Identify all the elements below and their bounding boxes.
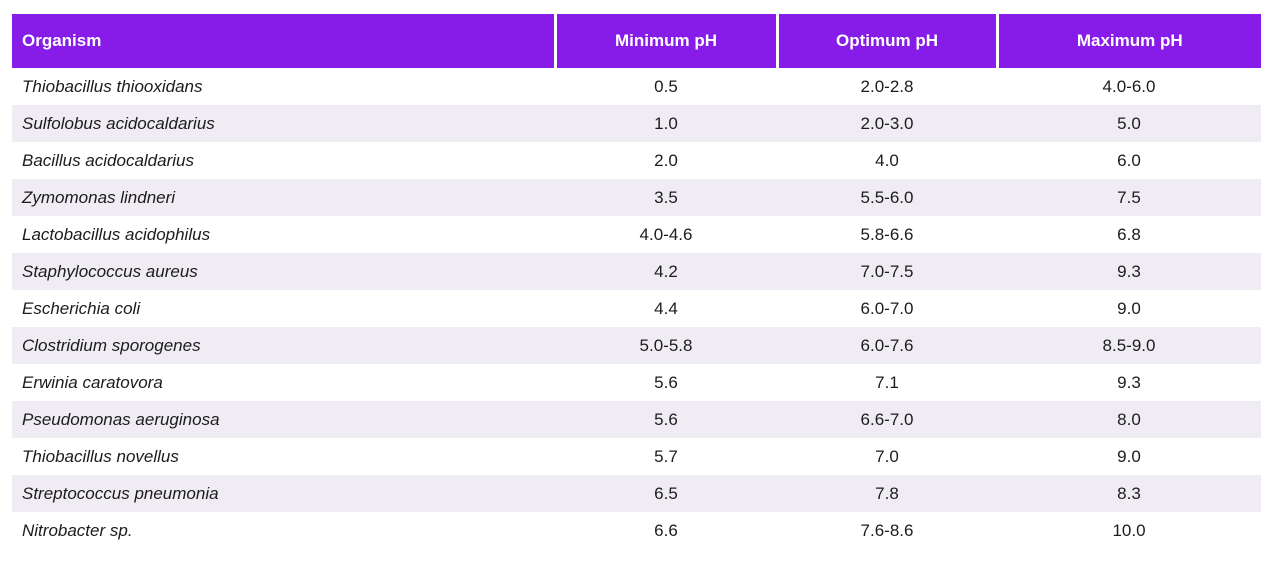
organism-name: Sulfolobus acidocaldarius [22, 113, 215, 133]
organism-name: Erwinia caratovora [22, 372, 163, 392]
minimum-ph-value: 5.0-5.8 [639, 335, 693, 355]
organism-name: Staphylococcus aureus [22, 261, 198, 281]
table-row: Nitrobacter sp. 6.6 7.6-8.6 10.0 [12, 512, 1261, 549]
organism-ph-table: Organism Minimum pH Optimum pH Maximum p… [12, 14, 1261, 549]
table-row: Thiobacillus novellus 5.7 7.0 9.0 [12, 438, 1261, 475]
minimum-ph-value: 3.5 [654, 187, 678, 207]
minimum-ph-value: 2.0 [654, 150, 678, 170]
optimum-ph-value: 5.5-6.0 [860, 187, 914, 207]
maximum-ph-value: 5.0 [1117, 113, 1141, 133]
maximum-ph-value: 6.8 [1117, 224, 1141, 244]
table-row: Pseudomonas aeruginosa 5.6 6.6-7.0 8.0 [12, 401, 1261, 438]
minimum-ph-value: 4.4 [654, 298, 678, 318]
organism-name: Pseudomonas aeruginosa [22, 409, 220, 429]
optimum-ph-value: 7.6-8.6 [860, 520, 914, 540]
table-row: Clostridium sporogenes 5.0-5.8 6.0-7.6 8… [12, 327, 1261, 364]
table-row: Sulfolobus acidocaldarius 1.0 2.0-3.0 5.… [12, 105, 1261, 142]
optimum-ph-value: 6.0-7.6 [860, 335, 914, 355]
optimum-ph-value: 7.8 [875, 483, 899, 503]
organism-name: Lactobacillus acidophilus [22, 224, 211, 244]
table-row: Zymomonas lindneri 3.5 5.5-6.0 7.5 [12, 179, 1261, 216]
column-header-organism: Organism [12, 14, 555, 68]
organism-name: Escherichia coli [22, 298, 141, 318]
organism-name: Thiobacillus novellus [22, 446, 179, 466]
maximum-ph-value: 8.0 [1117, 409, 1141, 429]
header-row: Organism Minimum pH Optimum pH Maximum p… [12, 14, 1261, 68]
maximum-ph-value: 9.3 [1117, 261, 1141, 281]
organism-name: Thiobacillus thiooxidans [22, 76, 203, 96]
minimum-ph-value: 6.5 [654, 483, 678, 503]
organism-name: Streptococcus pneumonia [22, 483, 219, 503]
optimum-ph-value: 7.0-7.5 [860, 261, 914, 281]
maximum-ph-value: 9.0 [1117, 446, 1141, 466]
column-header-optimum-ph: Optimum pH [775, 14, 997, 68]
maximum-ph-value: 9.3 [1117, 372, 1141, 392]
table-row: Streptococcus pneumonia 6.5 7.8 8.3 [12, 475, 1261, 512]
organism-name: Zymomonas lindneri [22, 187, 176, 207]
maximum-ph-value: 8.3 [1117, 483, 1141, 503]
minimum-ph-value: 4.0-4.6 [639, 224, 693, 244]
table-row: Erwinia caratovora 5.6 7.1 9.3 [12, 364, 1261, 401]
optimum-ph-value: 2.0-2.8 [860, 76, 914, 96]
minimum-ph-value: 0.5 [654, 76, 678, 96]
table-row: Thiobacillus thiooxidans 0.5 2.0-2.8 4.0… [12, 68, 1261, 105]
column-header-maximum-ph: Maximum pH [995, 14, 1261, 68]
minimum-ph-value: 5.6 [654, 372, 678, 392]
table-row: Bacillus acidocaldarius 2.0 4.0 6.0 [12, 142, 1261, 179]
column-header-minimum-ph: Minimum pH [553, 14, 777, 68]
maximum-ph-value: 6.0 [1117, 150, 1141, 170]
table-row: Lactobacillus acidophilus 4.0-4.6 5.8-6.… [12, 216, 1261, 253]
optimum-ph-value: 5.8-6.6 [860, 224, 914, 244]
page: Organism Minimum pH Optimum pH Maximum p… [12, 14, 1261, 549]
optimum-ph-value: 4.0 [875, 150, 899, 170]
organism-name: Bacillus acidocaldarius [22, 150, 194, 170]
optimum-ph-value: 7.1 [875, 372, 899, 392]
minimum-ph-value: 5.7 [654, 446, 678, 466]
optimum-ph-value: 2.0-3.0 [860, 113, 914, 133]
minimum-ph-value: 4.2 [654, 261, 678, 281]
maximum-ph-value: 8.5-9.0 [1102, 335, 1156, 355]
maximum-ph-value: 10.0 [1112, 520, 1146, 540]
organism-name: Nitrobacter sp. [22, 520, 133, 540]
optimum-ph-value: 6.6-7.0 [860, 409, 914, 429]
minimum-ph-value: 5.6 [654, 409, 678, 429]
table-row: Escherichia coli 4.4 6.0-7.0 9.0 [12, 290, 1261, 327]
maximum-ph-value: 7.5 [1117, 187, 1141, 207]
minimum-ph-value: 1.0 [654, 113, 678, 133]
maximum-ph-value: 4.0-6.0 [1102, 76, 1156, 96]
minimum-ph-value: 6.6 [654, 520, 678, 540]
organism-name: Clostridium sporogenes [22, 335, 201, 355]
table-body: Thiobacillus thiooxidans 0.5 2.0-2.8 4.0… [12, 68, 1261, 549]
optimum-ph-value: 6.0-7.0 [860, 298, 914, 318]
maximum-ph-value: 9.0 [1117, 298, 1141, 318]
table-row: Staphylococcus aureus 4.2 7.0-7.5 9.3 [12, 253, 1261, 290]
optimum-ph-value: 7.0 [875, 446, 899, 466]
